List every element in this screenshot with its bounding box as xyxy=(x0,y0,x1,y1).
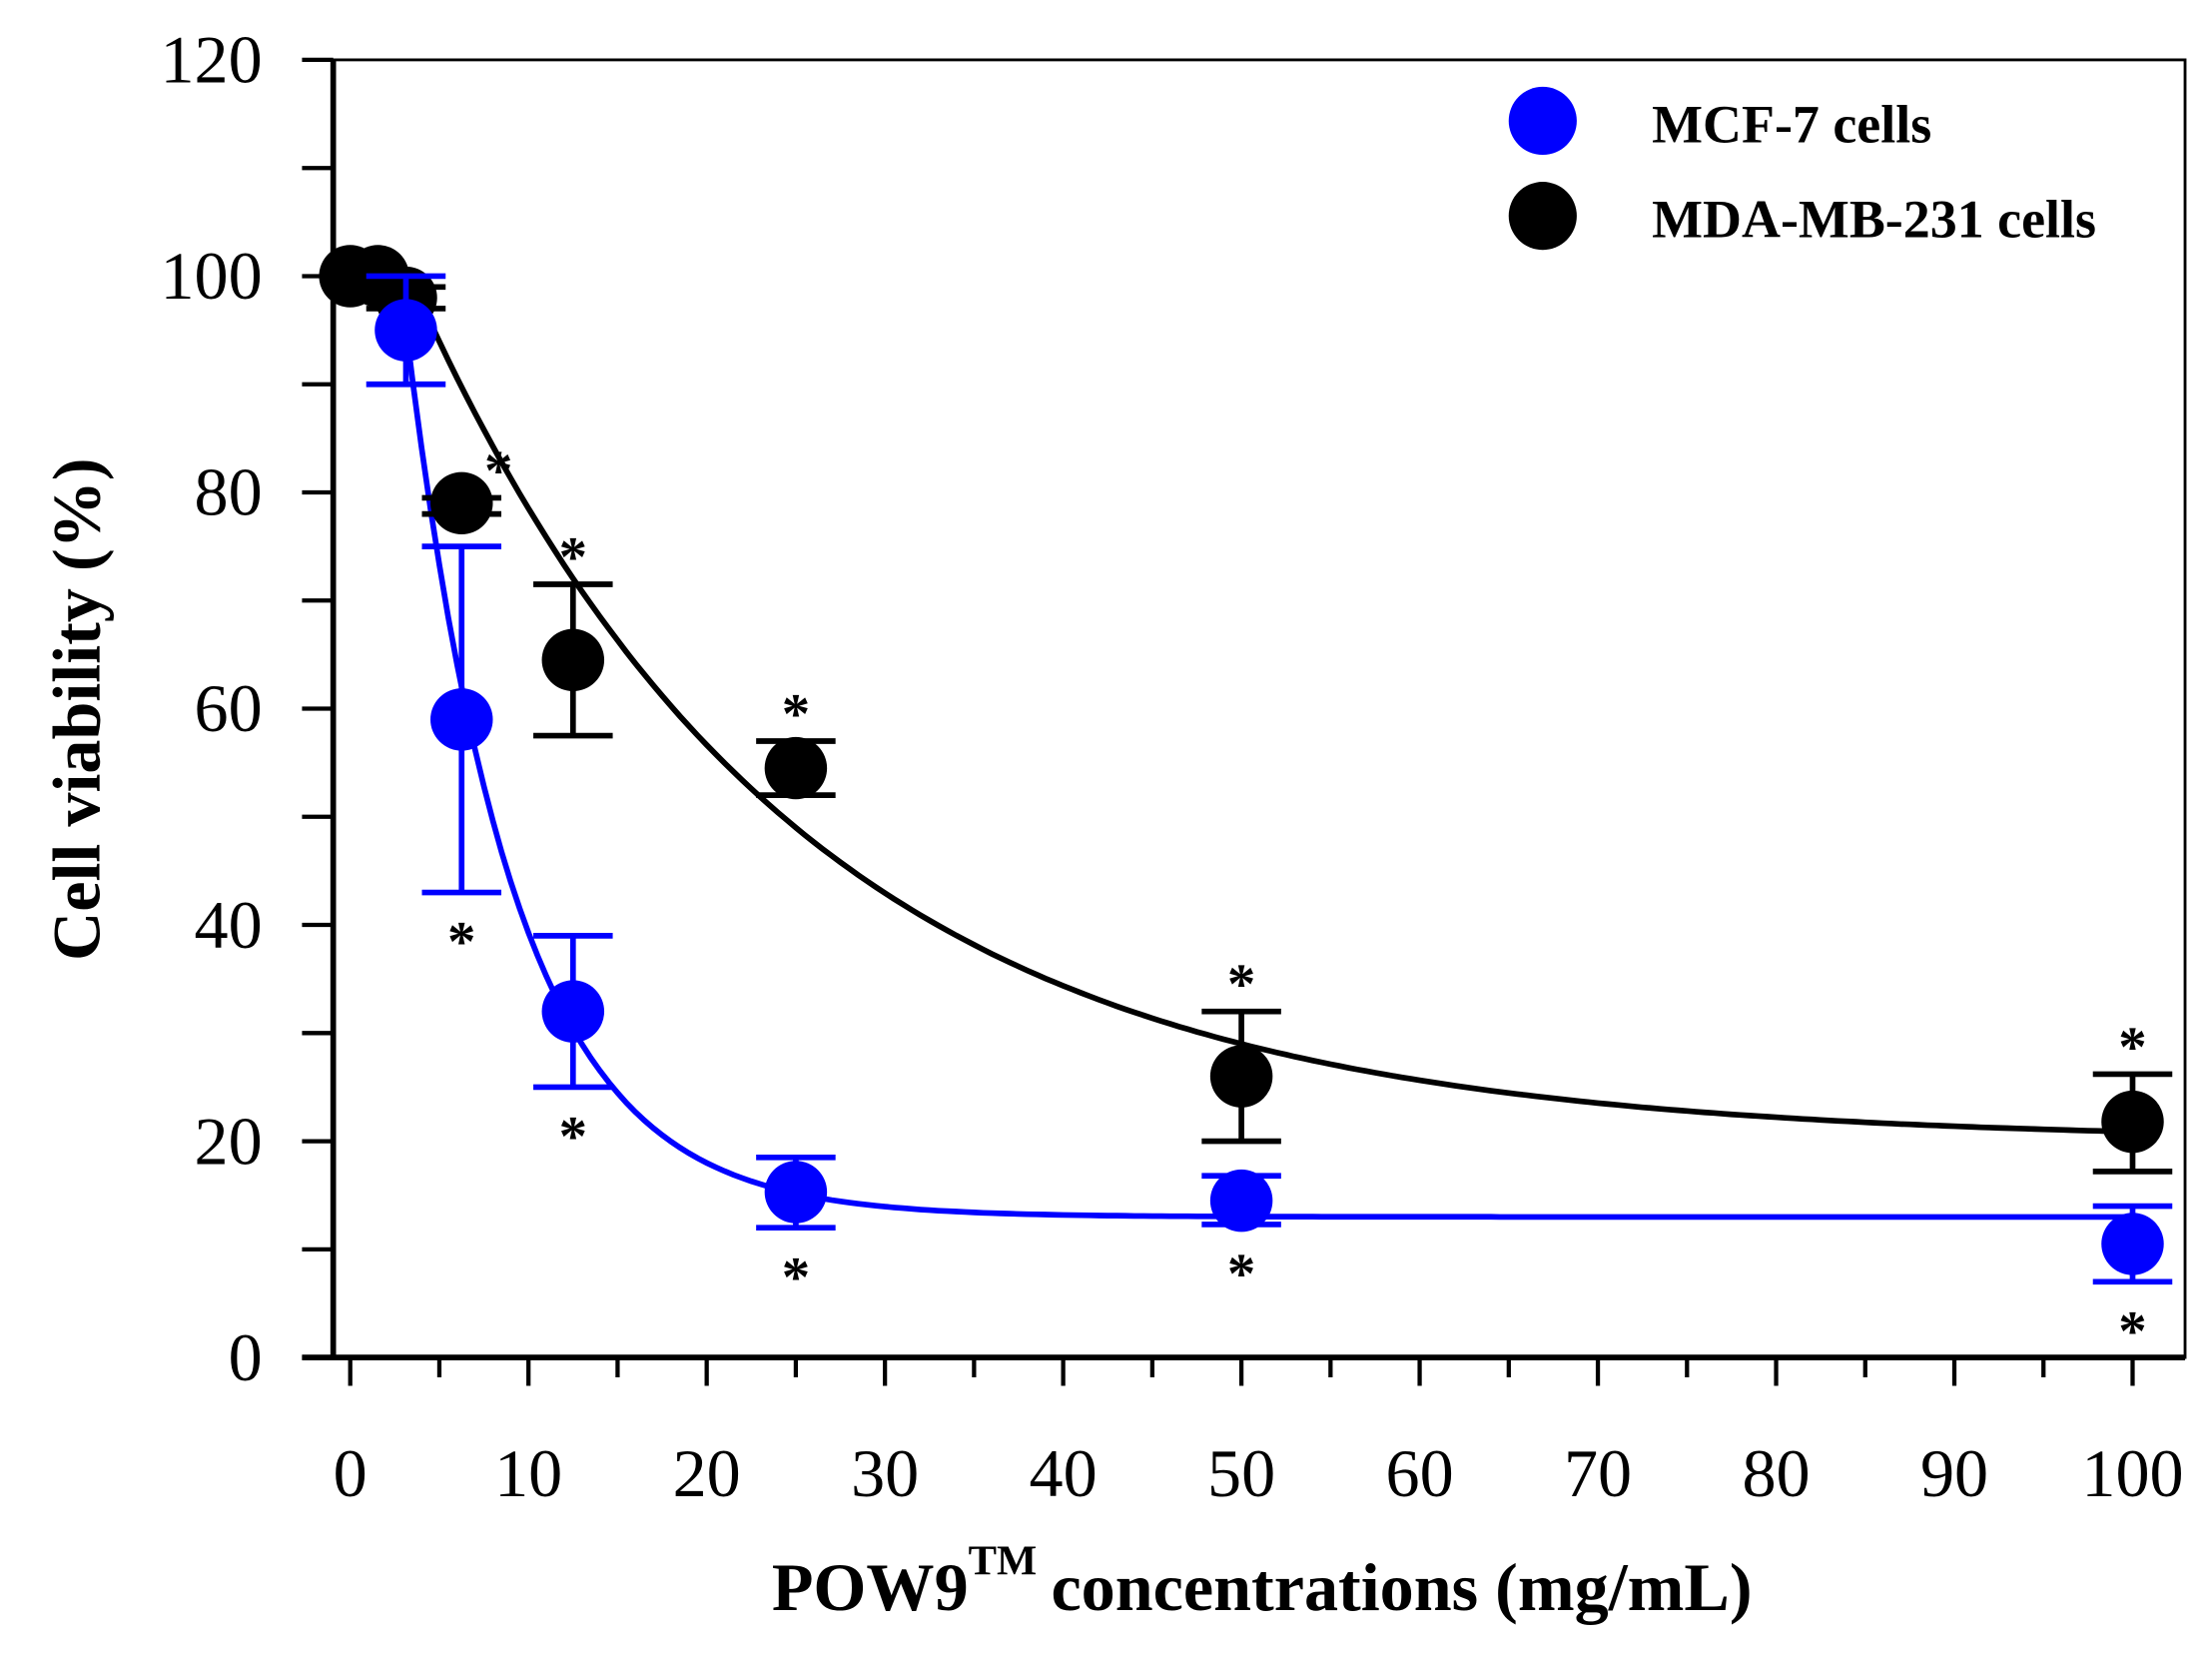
x-tick-label: 40 xyxy=(1030,1435,1098,1511)
significance-marker: * xyxy=(447,911,475,974)
significance-marker: * xyxy=(1227,953,1255,1016)
legend-marker-mcf7 xyxy=(1508,86,1577,156)
significance-marker: * xyxy=(782,682,810,745)
x-tick-label: 90 xyxy=(1920,1435,1988,1511)
x-tick-label: 70 xyxy=(1564,1435,1632,1511)
fit-curve-mda xyxy=(385,273,2133,1136)
x-axis-title-suffix: concentrations (mg/mL) xyxy=(1051,1549,1752,1625)
data-point xyxy=(764,736,828,800)
x-tick-label: 20 xyxy=(673,1435,741,1511)
y-tick-label: 100 xyxy=(160,238,262,314)
data-point xyxy=(764,1161,828,1224)
data-point xyxy=(374,299,437,362)
y-tick-label: 0 xyxy=(229,1319,263,1395)
x-tick-label: 80 xyxy=(1742,1435,1810,1511)
significance-marker: * xyxy=(2118,1299,2146,1362)
y-axis-title: Cell viability (%) xyxy=(38,458,114,961)
x-axis-title-main: POW9 xyxy=(772,1549,969,1625)
y-tick-label: 60 xyxy=(195,670,263,746)
data-point xyxy=(2101,1213,2164,1275)
significance-marker: * xyxy=(559,1106,587,1169)
y-tick-label: 20 xyxy=(195,1103,263,1179)
y-tick-label: 120 xyxy=(160,22,262,98)
data-point xyxy=(1209,1045,1273,1108)
significance-marker: * xyxy=(2118,1016,2146,1079)
plot-frame xyxy=(332,58,2187,1359)
legend: MCF-7 cells MDA-MB-231 cells xyxy=(1508,86,2096,251)
data-point xyxy=(430,688,493,751)
legend-marker-mda xyxy=(1508,182,1577,251)
legend-label-mda: MDA-MB-231 cells xyxy=(1652,189,2096,249)
significance-marker: * xyxy=(1227,1243,1255,1305)
x-tick-label: 100 xyxy=(2081,1435,2183,1511)
x-tick-label: 60 xyxy=(1386,1435,1454,1511)
y-tick-label: 40 xyxy=(195,887,263,963)
data-point xyxy=(541,980,605,1043)
data-point xyxy=(1209,1169,1273,1233)
significance-marker: * xyxy=(484,439,512,502)
data-marks: * * * * * * * * * * xyxy=(319,245,2173,1362)
x-tick-label: 30 xyxy=(851,1435,919,1511)
data-point xyxy=(541,628,605,692)
fit-curves xyxy=(385,273,2133,1221)
y-tick-label: 80 xyxy=(195,454,263,530)
axes: 0 20 40 60 80 100 120 0 10 20 30 40 50 60 70 80 90 100 xyxy=(160,22,2187,1511)
fit-curve-mcf7 xyxy=(400,308,2133,1221)
x-tick-label: 0 xyxy=(334,1435,368,1511)
x-tick-label: 50 xyxy=(1207,1435,1275,1511)
significance-marker: * xyxy=(559,525,587,588)
x-tick-label: 10 xyxy=(494,1435,562,1511)
x-axis-title-sup: TM xyxy=(969,1537,1038,1584)
x-axis-title: POW9TM concentrations (mg/mL) xyxy=(772,1537,1753,1624)
significance-marker: * xyxy=(782,1245,810,1308)
data-point xyxy=(2101,1090,2164,1154)
legend-label-mcf7: MCF-7 cells xyxy=(1652,94,1931,154)
data-point xyxy=(430,471,493,535)
